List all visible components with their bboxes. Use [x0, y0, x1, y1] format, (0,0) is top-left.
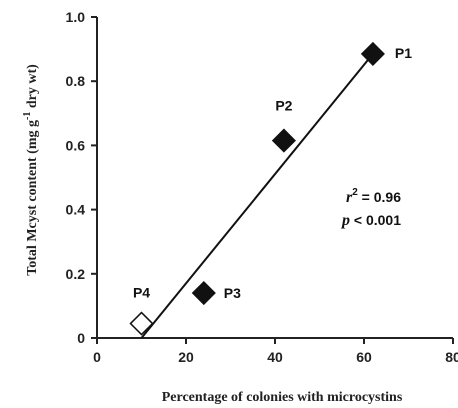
p-symbol: p — [340, 212, 350, 229]
data-point-p2 — [271, 128, 296, 153]
r-exponent: 2 — [352, 187, 358, 198]
r-value: = 0.96 — [358, 189, 401, 205]
x-tick-label: 0 — [93, 349, 101, 365]
y-axis-label: Total Mcyst content (mg g-1 dry wt) — [22, 64, 40, 276]
point-label-p1: P1 — [395, 45, 412, 61]
point-label-p4: P4 — [133, 285, 150, 301]
x-tick-label: 80 — [445, 349, 458, 365]
r-symbol: r — [346, 189, 353, 206]
point-labels: P1 P2 P3 P4 — [133, 45, 412, 301]
regression-line — [140, 53, 374, 339]
data-point-p4 — [129, 311, 154, 336]
y-tick-label: 0.8 — [66, 73, 86, 89]
r-squared-annotation: r2 = 0.96 — [346, 187, 401, 206]
point-label-p2: P2 — [275, 98, 292, 114]
data-point-p3 — [191, 280, 216, 306]
p-value: < 0.001 — [350, 212, 401, 228]
regression-line-layer — [140, 53, 374, 339]
ticks: 0 0.2 0.4 0.6 0.8 1.0 0 20 40 60 80 — [66, 9, 458, 365]
data-points — [129, 41, 385, 336]
axes — [96, 17, 453, 339]
y-tick-label: 0.4 — [66, 202, 86, 218]
y-axis-label-main: Total Mcyst content (mg g — [25, 120, 40, 276]
x-tick-label: 20 — [178, 349, 194, 365]
y-tick-label: 1.0 — [66, 9, 86, 25]
y-axis-label-sup: -1 — [22, 112, 33, 120]
x-tick-label: 60 — [356, 349, 372, 365]
x-tick-label: 40 — [267, 349, 283, 365]
x-axis-label: Percentage of colonies with microcystins — [162, 390, 403, 405]
data-point-p1 — [360, 41, 385, 66]
y-tick-label: 0.6 — [66, 137, 86, 153]
y-axis-label-tail: dry wt) — [25, 64, 40, 112]
y-tick-label: 0 — [77, 330, 85, 346]
p-value-annotation: p < 0.001 — [340, 212, 401, 229]
point-label-p3: P3 — [224, 285, 241, 301]
y-tick-label: 0.2 — [66, 266, 86, 282]
